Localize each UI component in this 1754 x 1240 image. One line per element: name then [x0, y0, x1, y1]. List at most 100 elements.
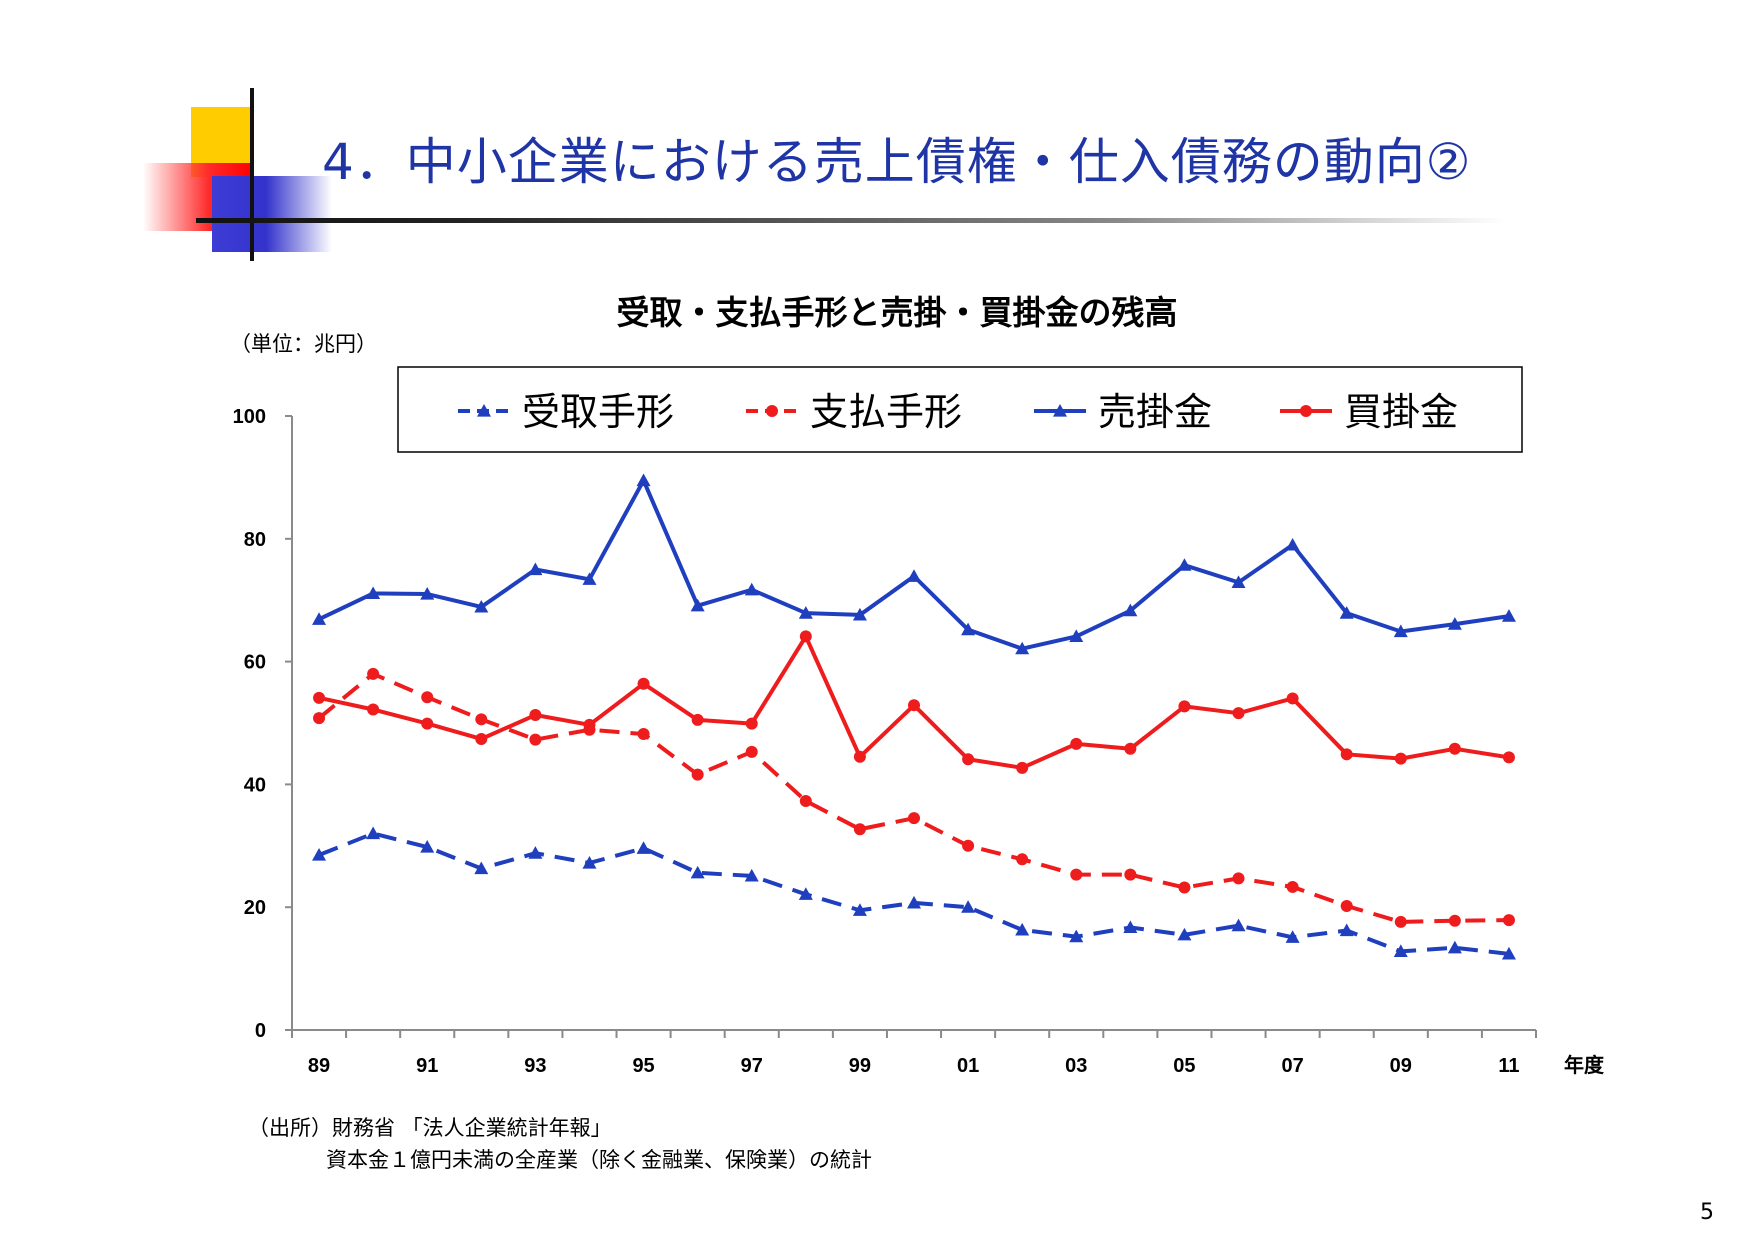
data-point: [1124, 868, 1137, 881]
data-point: [691, 713, 704, 726]
data-point: [420, 587, 435, 600]
decor-vertical-line: [250, 88, 254, 261]
data-point: [1339, 606, 1354, 619]
data-point: [420, 840, 435, 853]
data-point: [1016, 853, 1029, 866]
data-point: [1069, 629, 1084, 643]
data-point: [421, 717, 434, 730]
x-tick-label: 09: [1390, 1055, 1412, 1077]
data-point: [962, 839, 975, 852]
legend-label: 売掛金: [1098, 390, 1212, 434]
legend-marker: [477, 404, 491, 417]
legend-marker: [1300, 405, 1312, 417]
data-point: [852, 903, 867, 916]
data-point: [1501, 946, 1516, 960]
data-point: [367, 703, 380, 716]
data-point: [636, 841, 651, 854]
data-point: [1178, 700, 1191, 713]
unit-note: （単位：兆円）: [230, 332, 377, 356]
data-point: [529, 709, 542, 722]
x-axis-label: 年度: [1564, 1053, 1605, 1077]
data-point: [1069, 929, 1084, 943]
data-point: [908, 812, 920, 825]
data-point: [691, 768, 704, 781]
data-point: [798, 606, 813, 619]
data-point: [744, 868, 759, 882]
data-point: [475, 713, 488, 726]
data-point: [313, 691, 326, 704]
data-point: [1232, 872, 1245, 885]
data-point: [907, 569, 921, 582]
data-point: [475, 732, 488, 745]
y-tick-label: 100: [233, 406, 266, 428]
data-point: [1285, 537, 1300, 551]
data-point: [1177, 558, 1192, 571]
data-point: [1447, 940, 1462, 954]
legend-label: 買掛金: [1344, 390, 1458, 434]
data-point: [853, 750, 866, 763]
y-tick-label: 20: [244, 897, 266, 919]
data-point: [367, 667, 380, 680]
x-tick-label: 91: [416, 1055, 438, 1077]
x-tick-label: 03: [1065, 1055, 1087, 1077]
data-point: [1015, 641, 1030, 655]
legend-box: [397, 366, 1523, 453]
data-point: [690, 598, 705, 612]
y-tick-label: 0: [255, 1020, 266, 1042]
data-point: [1502, 914, 1515, 927]
data-point: [962, 753, 975, 766]
series-line-0: [318, 831, 1510, 956]
x-tick-label: 99: [849, 1055, 871, 1077]
page-number: 5: [1700, 1200, 1714, 1225]
data-point: [582, 855, 597, 869]
x-tick-label: 01: [957, 1055, 979, 1077]
data-point: [1232, 707, 1245, 720]
data-point: [1394, 752, 1407, 765]
data-point: [366, 826, 381, 840]
data-point: [637, 728, 650, 741]
data-point: [1123, 920, 1138, 934]
data-point: [313, 712, 326, 725]
data-point: [1340, 899, 1353, 912]
data-point: [1447, 617, 1462, 630]
x-tick-label: 07: [1281, 1055, 1303, 1077]
data-point: [1015, 922, 1030, 936]
data-point: [852, 607, 867, 621]
data-point: [582, 572, 597, 585]
data-point: [1177, 927, 1192, 941]
title-underline: [196, 218, 1506, 223]
legend-label: 受取手形: [522, 390, 674, 434]
x-tick-label: 11: [1498, 1055, 1519, 1077]
data-point: [1340, 748, 1353, 761]
data-point: [1393, 624, 1408, 638]
x-tick-label: 95: [632, 1055, 654, 1077]
data-point: [799, 794, 812, 807]
source-note-line2: 資本金１億円未満の全産業（除く金融業、保険業）の統計: [326, 1148, 872, 1172]
data-point: [312, 848, 327, 861]
data-point: [1339, 923, 1354, 937]
data-point: [636, 473, 651, 487]
data-point: [745, 717, 758, 730]
data-point: [583, 718, 596, 731]
data-point: [474, 599, 489, 613]
data-point: [1448, 914, 1461, 927]
data-point: [1286, 692, 1299, 705]
x-tick-label: 93: [524, 1055, 546, 1077]
data-point: [744, 582, 759, 596]
legend-marker: [766, 405, 778, 417]
source-note-line1: （出所）財務省 「法人企業統計年報」: [248, 1116, 612, 1140]
data-point: [312, 612, 327, 625]
data-point: [798, 887, 813, 900]
data-point: [908, 699, 920, 712]
data-point: [1231, 918, 1246, 932]
data-point: [1070, 737, 1083, 750]
y-tick-label: 60: [244, 652, 266, 674]
data-point: [528, 562, 543, 576]
data-point: [961, 622, 976, 636]
data-point: [366, 586, 381, 600]
data-point: [1178, 881, 1191, 894]
data-point: [529, 733, 542, 746]
data-point: [853, 823, 866, 836]
data-point: [637, 677, 650, 690]
